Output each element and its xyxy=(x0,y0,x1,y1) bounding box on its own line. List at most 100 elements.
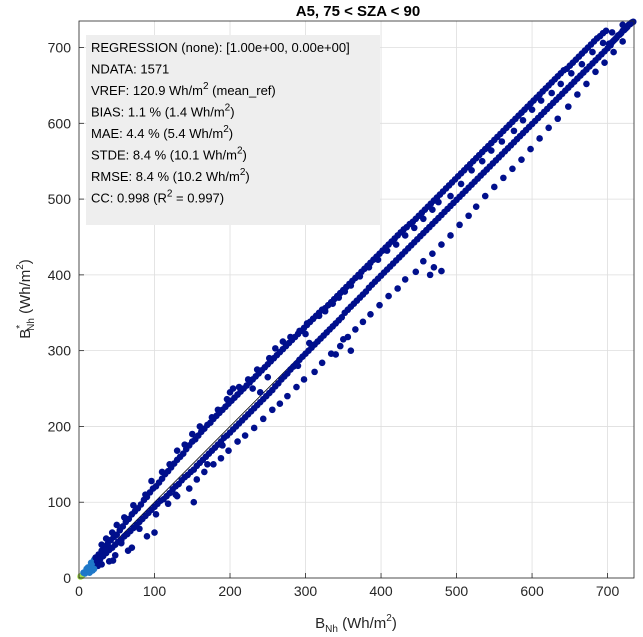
data-point-491 xyxy=(412,268,420,276)
data-point-510 xyxy=(583,80,590,88)
data-point-470 xyxy=(234,438,241,445)
data-point-410 xyxy=(173,447,181,454)
data-point-500 xyxy=(491,183,498,191)
data-point-477 xyxy=(293,383,300,391)
data-point-472 xyxy=(250,424,258,432)
stats-line-5: STDE: 8.4 % (10.1 Wh/m2) xyxy=(91,146,247,163)
data-point-381 xyxy=(219,442,226,449)
data-point-427 xyxy=(315,312,323,320)
data-point-432 xyxy=(347,282,355,289)
data-point-389 xyxy=(124,547,132,555)
x-tick-label-4: 400 xyxy=(369,583,393,599)
data-point-429 xyxy=(329,300,337,307)
data-point-459 xyxy=(608,29,616,36)
data-point-383 xyxy=(190,498,198,506)
data-point-409 xyxy=(166,461,173,468)
data-point-475 xyxy=(276,400,284,408)
x-tick-label-6: 600 xyxy=(520,583,544,599)
data-point-489 xyxy=(394,285,401,292)
data-point-463 xyxy=(172,491,179,498)
data-point-514 xyxy=(619,38,626,45)
data-point-390 xyxy=(117,539,125,547)
data-point-406 xyxy=(142,491,149,498)
data-point-446 xyxy=(478,157,486,165)
data-point-407 xyxy=(148,477,155,485)
data-point-373 xyxy=(302,330,309,338)
data-point-415 xyxy=(214,406,222,414)
data-point-372 xyxy=(309,315,317,323)
stats-line-1: NDATA: 1571 xyxy=(91,62,169,77)
data-point-385 xyxy=(151,529,158,536)
y-tick-label-4: 400 xyxy=(48,267,72,283)
y-axis-ticks: 0 100 200 300 400 500 600 700 xyxy=(48,40,84,586)
data-point-438 xyxy=(401,232,409,239)
data-point-401 xyxy=(102,535,110,542)
data-point-509 xyxy=(574,91,581,98)
data-point-468 xyxy=(217,454,225,462)
data-point-462 xyxy=(164,500,172,508)
data-point-387 xyxy=(136,525,143,533)
data-point-377 xyxy=(249,385,256,392)
data-point-442 xyxy=(435,198,442,206)
data-point-394 xyxy=(102,545,109,553)
data-point-424 xyxy=(287,333,294,341)
data-point-460 xyxy=(619,21,626,29)
stats-text: REGRESSION (none): [1.00e+00, 0.00e+00] N… xyxy=(91,40,350,206)
y-tick-label-6: 600 xyxy=(48,115,72,131)
data-point-435 xyxy=(374,256,382,264)
data-point-476 xyxy=(284,392,291,400)
data-point-493 xyxy=(429,250,436,257)
data-point-497 xyxy=(465,212,472,220)
data-point-456 xyxy=(578,60,586,68)
data-point-414 xyxy=(208,414,216,421)
data-point-434 xyxy=(365,263,373,271)
data-point-494 xyxy=(438,241,445,248)
data-point-483 xyxy=(344,333,352,341)
data-point-418 xyxy=(235,383,243,391)
x-axis-ticks: 0 100 200 300 400 500 600 700 xyxy=(75,573,619,599)
chart-title: A5, 75 < SZA < 90 xyxy=(296,3,421,20)
data-point-378 xyxy=(256,389,264,396)
data-point-495 xyxy=(447,232,454,239)
x-tick-label-0: 0 xyxy=(75,583,83,599)
data-point-479 xyxy=(311,368,318,376)
data-point-379 xyxy=(264,373,272,381)
stats-box xyxy=(86,35,380,225)
data-point-417 xyxy=(229,385,237,392)
data-point-486 xyxy=(367,310,374,318)
stats-line-3: BIAS: 1.1 % (1.4 Wh/m2) xyxy=(91,103,235,120)
data-point-399 xyxy=(86,569,93,576)
data-point-461 xyxy=(152,511,160,518)
data-point-449 xyxy=(510,127,518,135)
data-point-474 xyxy=(269,406,276,414)
x-tick-label-2: 200 xyxy=(218,583,242,599)
data-point-473 xyxy=(259,415,267,423)
data-point-382 xyxy=(204,461,211,468)
data-point-488 xyxy=(385,292,392,300)
data-point-433 xyxy=(356,273,364,280)
data-point-465 xyxy=(193,476,201,483)
data-point-404 xyxy=(121,514,128,521)
data-point-482 xyxy=(336,342,344,350)
data-point-422 xyxy=(272,345,279,352)
data-point-480 xyxy=(318,359,326,367)
data-point-413 xyxy=(196,423,204,430)
data-point-445 xyxy=(468,166,475,174)
data-point-391 xyxy=(111,551,119,559)
data-point-403 xyxy=(113,521,121,529)
data-point-437 xyxy=(392,241,400,248)
data-point-504 xyxy=(527,145,534,153)
data-point-458 xyxy=(599,39,607,47)
data-point-425 xyxy=(296,327,303,335)
y-tick-label-3: 300 xyxy=(48,343,72,359)
data-point-496 xyxy=(456,221,463,229)
data-point-416 xyxy=(223,395,231,403)
data-point-469 xyxy=(225,447,232,454)
stats-line-4: MAE: 4.4 % (5.4 Wh/m2) xyxy=(91,124,233,141)
data-point-453 xyxy=(548,89,555,97)
data-point-492 xyxy=(420,257,427,265)
stats-line-6: RMSE: 8.4 % (10.2 Wh/m2) xyxy=(91,167,250,184)
data-point-439 xyxy=(410,224,418,232)
data-point-366 xyxy=(629,18,637,26)
data-point-508 xyxy=(565,103,572,110)
